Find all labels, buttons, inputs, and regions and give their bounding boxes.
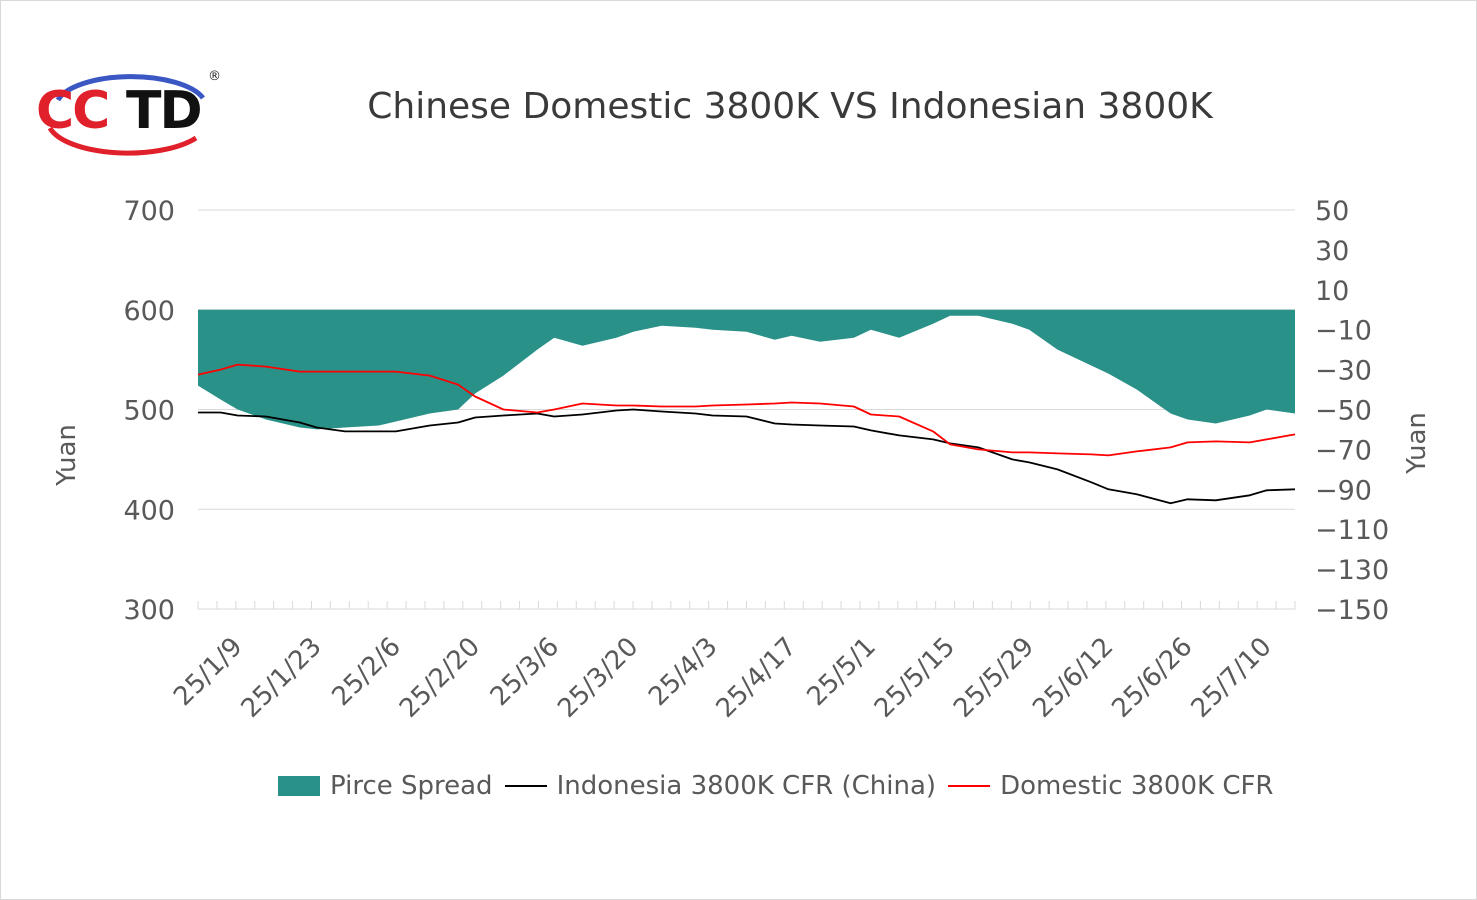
legend-item-indonesia: Indonesia 3800K CFR (China) [504,771,937,801]
x-tick-label: 25/4/3 [643,632,723,712]
y-left-tick-label: 500 [123,396,175,427]
legend-item-domestic: Domestic 3800K CFR [948,771,1274,801]
x-tick-label: 25/1/9 [168,632,248,712]
x-tick-label: 25/7/10 [1186,632,1278,724]
x-tick-label: 25/6/26 [1106,632,1198,724]
y-right-tick-label: 10 [1315,276,1349,307]
y-right-tick-label: −70 [1315,435,1372,466]
legend-item-spread: Pirce Spread [278,771,493,801]
chart-title: Chinese Domestic 3800K VS Indonesian 380… [367,86,1213,127]
legend-domestic-swatch [948,785,991,787]
x-tick-label: 25/2/6 [326,632,406,712]
logo-blue-arc [55,74,205,102]
y-right-tick-label: 50 [1315,196,1349,227]
x-tick-label: 25/3/6 [485,632,565,712]
y-right-tick-label: 30 [1315,236,1349,267]
y-right-tick-label: −130 [1315,555,1389,586]
y-right-tick-label: −30 [1315,356,1372,387]
y-right-tick-label: −50 [1315,396,1372,427]
x-tick-label: 25/5/1 [801,632,881,712]
y-axis-left-label: Yuan [52,424,82,487]
y-right-tick-label: −150 [1315,595,1389,626]
y-right-tick-label: −110 [1315,515,1389,546]
x-tick-label: 25/5/15 [869,632,961,724]
logo-red-arc [47,126,198,156]
legend-spread-label: Pirce Spread [330,771,493,801]
x-tick-label: 25/4/17 [711,632,803,724]
x-tick-label: 25/2/20 [394,632,486,724]
domestic-line [197,363,1296,457]
cctd-logo: CC TD ® [36,69,221,156]
y-right-tick-label: −90 [1315,475,1372,506]
y-left-tick-label: 700 [123,196,175,227]
legend-domestic-label: Domestic 3800K CFR [1000,771,1274,801]
x-tick-label: 25/6/12 [1027,632,1119,724]
x-tick-label: 25/1/23 [236,632,328,724]
legend-spread-swatch [278,776,320,796]
legend-indonesia-swatch [504,785,547,787]
y-axis-right-label: Yuan [1402,412,1432,475]
x-tick-label: 25/3/20 [552,632,644,724]
y-left-tick-label: 600 [123,296,175,327]
legend: Pirce Spread Indonesia 3800K CFR (China)… [278,766,1286,806]
spread-area [198,309,1295,430]
y-left-tick-label: 300 [123,595,175,626]
legend-indonesia-label: Indonesia 3800K CFR (China) [556,771,937,801]
y-right-tick-label: −10 [1315,316,1372,347]
y-left-tick-label: 400 [123,495,175,526]
x-tick-label: 25/5/29 [948,632,1040,724]
logo-td-text: TD [126,81,201,141]
logo-registered-mark: ® [208,69,221,84]
logo-cc-text: CC [36,81,108,141]
indonesia-line [198,408,1296,505]
